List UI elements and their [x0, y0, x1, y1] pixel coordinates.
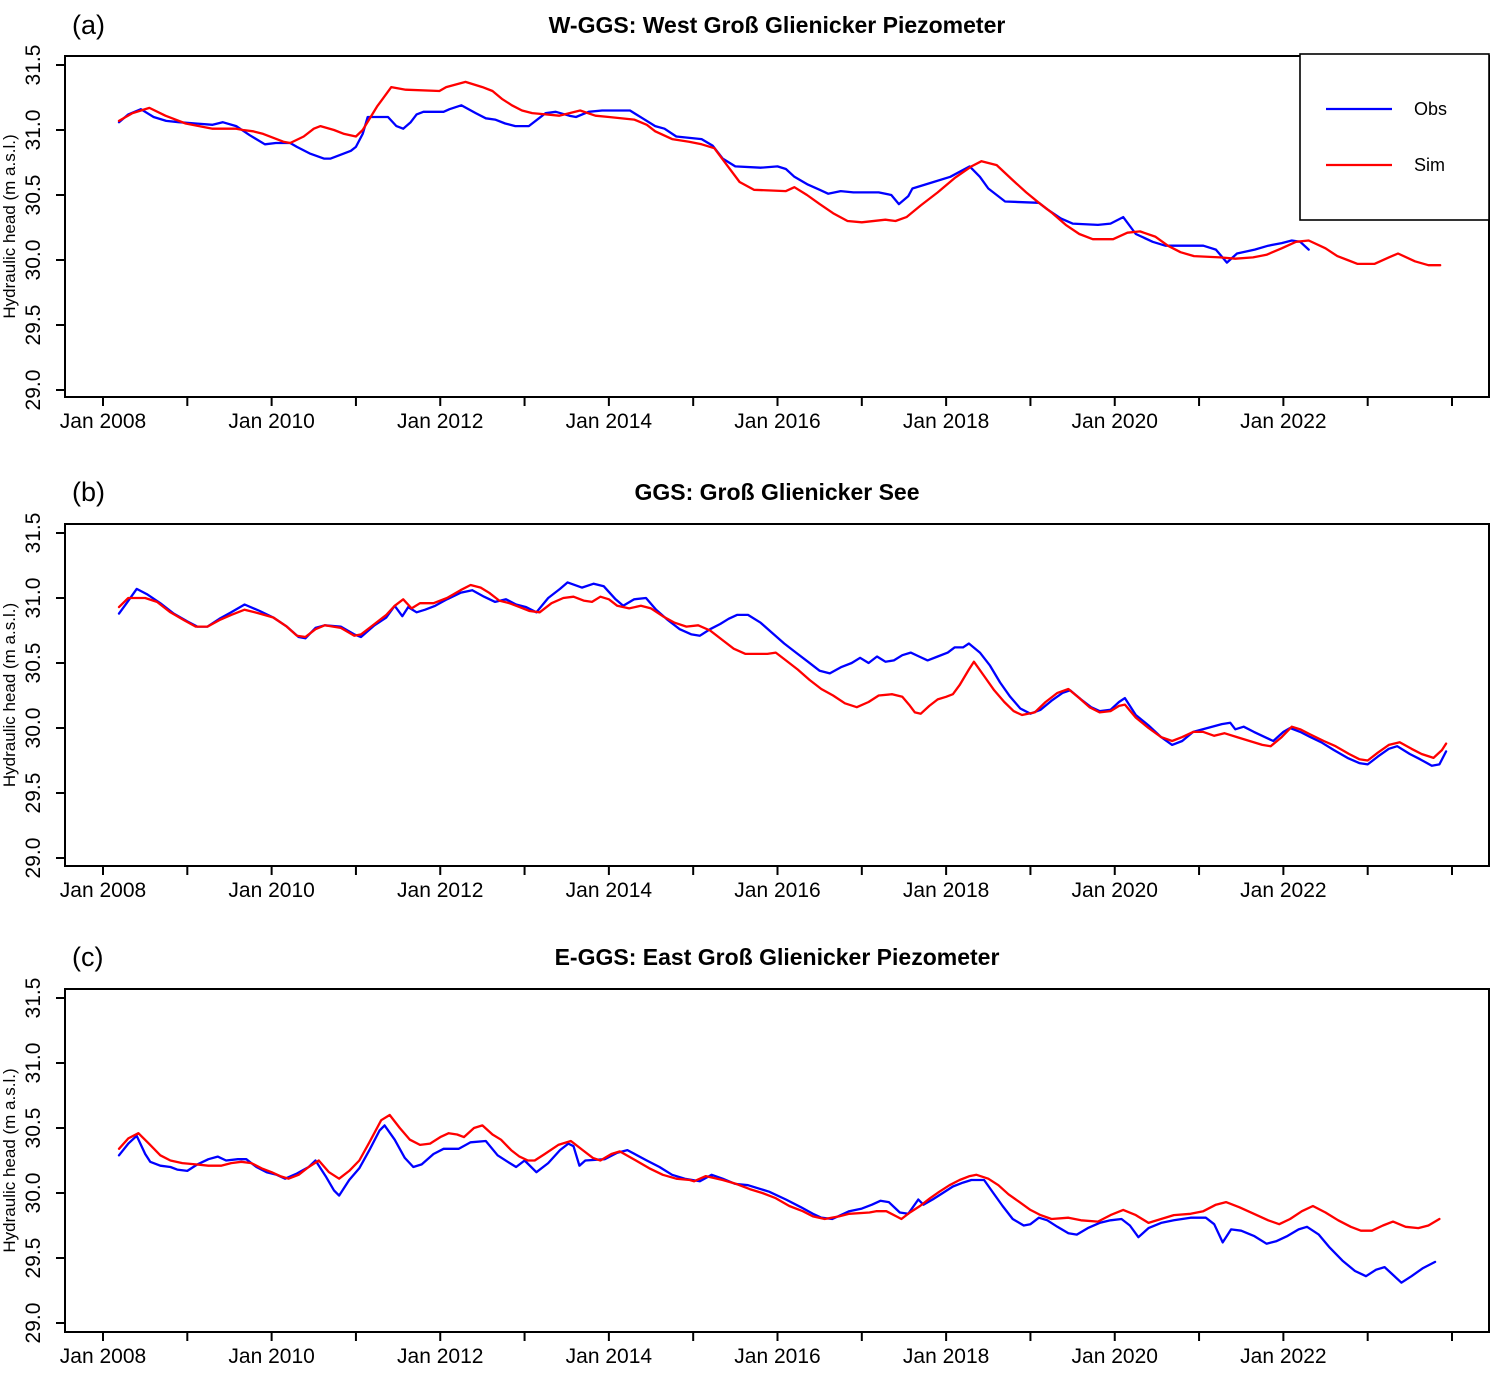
x-tick-label: Jan 2014 [566, 410, 653, 433]
y-tick-label: 29.5 [22, 305, 45, 346]
y-tick-label: 30.5 [22, 1108, 45, 1149]
x-tick-label: Jan 2022 [1240, 879, 1326, 902]
x-tick-label: Jan 2008 [60, 410, 146, 433]
y-tick-label: 30.0 [22, 708, 45, 749]
x-tick-label: Jan 2012 [397, 1345, 483, 1368]
panel-a-letter: (a) [72, 10, 105, 40]
panel-b-title: GGS: Groß Glienicker See [634, 479, 920, 505]
sim-line [117, 80, 1442, 267]
legend-sim-label: Sim [1414, 155, 1445, 175]
x-tick-label: Jan 2020 [1072, 1345, 1158, 1368]
x-tick-label: Jan 2014 [566, 879, 653, 902]
y-tick-label: 29.5 [22, 1238, 45, 1279]
legend-obs-label: Obs [1414, 99, 1447, 119]
y-tick-label: 30.0 [22, 240, 45, 281]
x-tick-label: Jan 2022 [1240, 1345, 1326, 1368]
legend-box [1299, 53, 1490, 221]
y-tick-label: 31.5 [22, 45, 45, 86]
x-tick-label: Jan 2018 [903, 410, 989, 433]
plot-box [64, 523, 1490, 867]
panel-c-letter: (c) [72, 942, 104, 972]
x-tick-label: Jan 2016 [734, 1345, 820, 1368]
y-tick-label: 29.0 [22, 838, 45, 879]
x-tick-label: Jan 2018 [903, 879, 989, 902]
panel-a-title: W-GGS: West Groß Glienicker Piezometer [548, 12, 1006, 38]
x-tick-label: Jan 2008 [60, 1345, 146, 1368]
x-tick-label: Jan 2022 [1240, 410, 1326, 433]
y-tick-label: 30.0 [22, 1173, 45, 1214]
y-tick-label: 29.0 [22, 370, 45, 411]
plot-box [64, 988, 1490, 1333]
obs-line [117, 581, 1448, 767]
panel-b-letter: (b) [72, 477, 105, 507]
x-tick-label: Jan 2020 [1072, 410, 1158, 433]
y-axis-label: Hydraulic head (m a.s.l.) [0, 134, 19, 318]
y-axis-label: Hydraulic head (m a.s.l.) [0, 1068, 19, 1252]
x-tick-label: Jan 2016 [734, 879, 820, 902]
sim-line [117, 1113, 1441, 1232]
x-tick-label: Jan 2012 [397, 410, 483, 433]
x-tick-label: Jan 2008 [60, 879, 146, 902]
y-tick-label: 30.5 [22, 643, 45, 684]
x-tick-label: Jan 2020 [1072, 879, 1158, 902]
x-tick-label: Jan 2010 [228, 879, 314, 902]
sim-line [117, 583, 1448, 762]
x-tick-label: Jan 2012 [397, 879, 483, 902]
x-tick-label: Jan 2010 [228, 1345, 314, 1368]
y-tick-label: 30.5 [22, 175, 45, 216]
y-axis-label: Hydraulic head (m a.s.l.) [0, 603, 19, 787]
x-tick-label: Jan 2010 [228, 410, 314, 433]
obs-line [117, 1124, 1437, 1284]
y-tick-label: 31.0 [22, 110, 45, 151]
y-tick-label: 31.5 [22, 513, 45, 554]
y-tick-label: 29.5 [22, 773, 45, 814]
obs-line [117, 104, 1310, 264]
x-tick-label: Jan 2014 [566, 1345, 653, 1368]
y-tick-label: 31.0 [22, 1043, 45, 1084]
y-tick-label: 31.0 [22, 578, 45, 619]
x-tick-label: Jan 2016 [734, 410, 820, 433]
y-tick-label: 31.5 [22, 978, 45, 1019]
x-tick-label: Jan 2018 [903, 1345, 989, 1368]
y-tick-label: 29.0 [22, 1303, 45, 1344]
panel-c-title: E-GGS: East Groß Glienicker Piezometer [554, 944, 1000, 970]
plot-box [64, 55, 1490, 398]
